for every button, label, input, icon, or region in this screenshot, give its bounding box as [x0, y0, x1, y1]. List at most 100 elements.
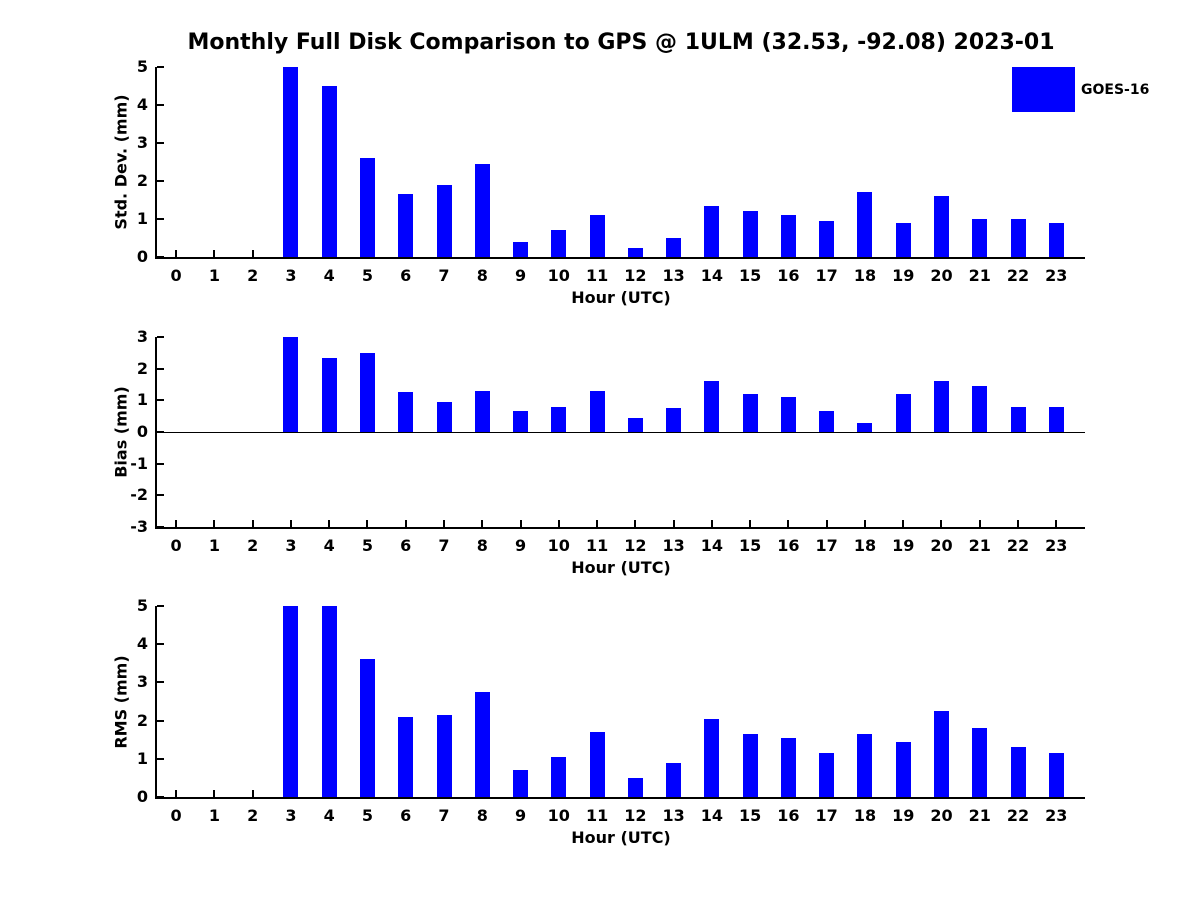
x-tick-label: 19	[892, 266, 915, 285]
x-tick	[251, 790, 254, 797]
bar-hour-9	[513, 411, 529, 432]
y-tick	[157, 643, 164, 646]
x-tick-label: 20	[930, 806, 953, 825]
y-tick	[157, 66, 164, 68]
bar-hour-23	[1048, 406, 1064, 432]
x-tick	[557, 250, 560, 257]
x-tick	[672, 790, 675, 797]
y-tick	[157, 494, 164, 497]
y-tick-label: 2	[136, 171, 148, 190]
y-tick-label: 2	[136, 710, 148, 730]
x-tick	[1017, 250, 1020, 257]
x-tick	[672, 250, 675, 257]
bar-hour-4	[321, 86, 337, 257]
x-tick	[289, 520, 292, 527]
x-tick	[1055, 250, 1058, 257]
x-tick	[443, 250, 445, 257]
x-tick	[749, 790, 752, 797]
y-tick-label: 3	[136, 327, 148, 346]
bar-hour-17	[819, 753, 835, 797]
bar-hour-16	[780, 737, 796, 797]
x-tick-label: 11	[585, 266, 609, 285]
x-tick-label: 10	[547, 536, 570, 555]
bar-hour-18	[857, 192, 873, 257]
y-axis-label: RMS (mm)	[111, 654, 131, 749]
x-tick-label: 11	[585, 806, 609, 825]
bar-hour-22	[1010, 406, 1026, 432]
y-axis-spine	[155, 337, 157, 529]
x-tick	[825, 250, 828, 257]
x-tick-label: 22	[1006, 806, 1030, 825]
x-tick-label: 1	[208, 806, 220, 825]
y-tick-label: 1	[136, 748, 148, 768]
x-tick	[749, 250, 752, 257]
x-tick-label: 8	[476, 536, 488, 555]
x-tick-label: 8	[476, 806, 488, 825]
x-tick	[404, 520, 407, 527]
bar-hour-6	[398, 194, 414, 257]
x-tick	[175, 520, 178, 527]
x-tick-label: 21	[968, 266, 991, 285]
x-tick-label: 20	[930, 266, 953, 285]
bar-hour-3	[283, 67, 299, 257]
bar-hour-8	[474, 691, 490, 797]
y-tick-label: 4	[136, 95, 148, 114]
x-tick-label: 7	[438, 536, 450, 555]
bar-hour-15	[742, 733, 758, 797]
x-tick-label: 0	[170, 806, 182, 825]
bar-hour-21	[972, 386, 988, 432]
figure-title: Monthly Full Disk Comparison to GPS @ 1U…	[187, 30, 1055, 55]
bar-hour-8	[474, 390, 490, 432]
x-tick-label: 23	[1045, 536, 1068, 555]
x-tick	[749, 520, 752, 527]
y-tick-label: 5	[136, 57, 148, 76]
x-tick-label: 23	[1045, 806, 1068, 825]
x-tick-label: 13	[662, 266, 685, 285]
x-tick-label: 4	[323, 266, 335, 285]
bar-hour-6	[398, 716, 414, 797]
y-tick	[157, 218, 164, 220]
bar-hour-23	[1048, 753, 1064, 797]
x-tick-label: 22	[1006, 266, 1030, 285]
x-tick-label: 6	[400, 536, 412, 555]
x-tick-label: 10	[547, 806, 570, 825]
x-tick-label: 0	[170, 266, 182, 285]
x-tick-label: 3	[285, 806, 297, 825]
x-tick-label: 12	[624, 266, 647, 285]
bar-hour-20	[933, 196, 949, 257]
x-tick	[825, 520, 828, 527]
x-tick-label: 18	[853, 806, 877, 825]
bar-hour-22	[1010, 219, 1026, 257]
x-tick	[978, 250, 981, 257]
y-tick-label: 1	[136, 390, 148, 410]
x-tick	[863, 520, 866, 527]
bar-hour-5	[359, 659, 375, 797]
x-tick-label: 4	[323, 536, 335, 555]
bar-hour-15	[742, 211, 758, 257]
x-tick	[710, 250, 713, 257]
bar-hour-13	[666, 408, 682, 432]
x-tick-label: 15	[739, 536, 762, 555]
x-tick	[443, 520, 445, 527]
y-tick	[157, 180, 164, 182]
bar-hour-9	[513, 241, 529, 257]
bar-hour-3	[283, 606, 299, 797]
x-tick	[902, 250, 905, 257]
x-tick	[519, 520, 522, 527]
x-tick	[863, 250, 866, 257]
x-tick	[519, 250, 522, 257]
bar-hour-10	[551, 406, 567, 432]
x-tick-label: 17	[815, 266, 838, 285]
bar-hour-7	[436, 184, 452, 257]
bar-hour-6	[398, 392, 414, 432]
y-tick-label: 5	[136, 596, 148, 615]
y-tick	[157, 367, 164, 370]
y-tick	[157, 336, 164, 338]
x-tick-label: 10	[547, 266, 570, 285]
x-tick	[978, 520, 981, 527]
x-tick-label: 9	[514, 806, 527, 825]
y-tick-label: 4	[136, 634, 148, 654]
x-tick	[787, 250, 790, 257]
x-tick	[940, 790, 943, 797]
